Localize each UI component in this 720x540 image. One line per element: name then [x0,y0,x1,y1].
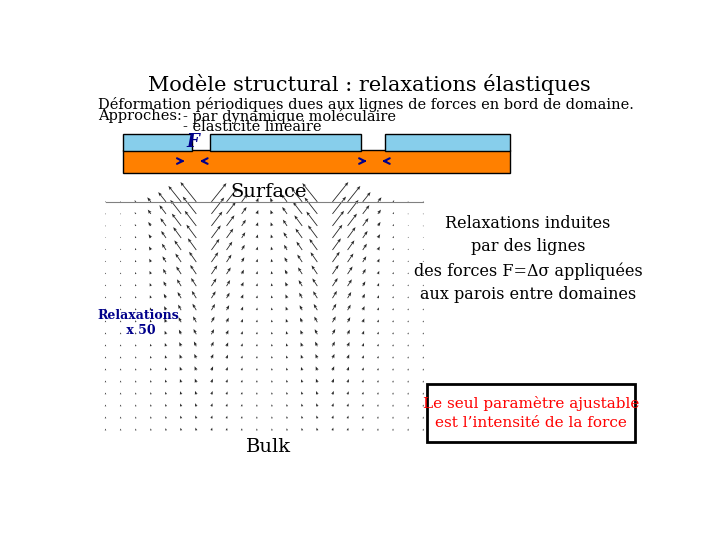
Text: Relaxations induites
par des lignes
des forces F=Δσ appliquées
aux parois entre : Relaxations induites par des lignes des … [413,215,642,303]
Text: Relaxations
 x 50: Relaxations x 50 [98,309,179,337]
Bar [122,134,192,151]
Text: Modèle structural : relaxations élastiques: Modèle structural : relaxations élastiqu… [148,74,590,95]
Text: Approches:: Approches: [98,109,181,123]
Text: - élasticité linéaire: - élasticité linéaire [183,120,322,134]
Text: Bulk: Bulk [246,438,291,456]
Text: - par dynamique moléculaire: - par dynamique moléculaire [183,109,396,124]
Bar [210,134,361,151]
Text: Surface: Surface [230,183,307,201]
Bar [384,134,510,151]
Text: F: F [186,132,199,151]
Text: Le seul paramètre ajustable
est l’intensité de la force: Le seul paramètre ajustable est l’intens… [423,396,639,430]
Bar [427,384,635,442]
Bar [122,150,510,173]
Text: Déformation périodiques dues aux lignes de forces en bord de domaine.: Déformation périodiques dues aux lignes … [98,97,634,112]
